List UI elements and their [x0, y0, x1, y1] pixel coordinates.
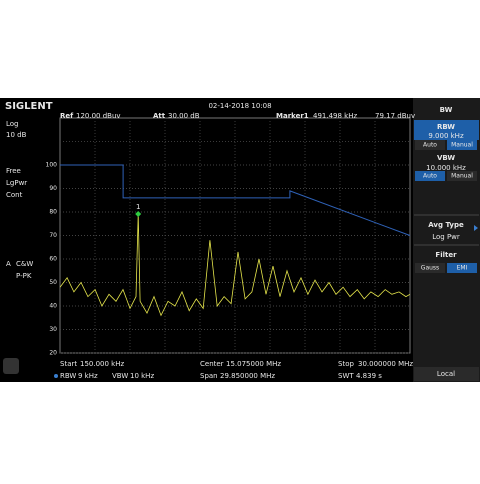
footer-stop-label: Stop — [338, 360, 354, 368]
footer-rbw-value: 9 kHz — [78, 372, 98, 380]
y-tick-label: 40 — [49, 303, 57, 310]
menu-arrow — [474, 225, 478, 231]
vbw-label: VBW — [437, 154, 455, 162]
marker-level: 79.17 dBuv — [375, 112, 415, 120]
footer-stop-value: 30.000000 MHz — [358, 360, 413, 368]
rbw-indicator — [54, 374, 58, 378]
trace — [59, 213, 411, 317]
option-bg[interactable] — [415, 263, 445, 273]
avg-type-label: Avg Type — [428, 221, 464, 229]
filter-label: Filter — [435, 251, 457, 259]
footer-rbw-label: RBW — [60, 372, 76, 380]
footer-vbw-value: 10 kHz — [130, 372, 154, 380]
detector: P-PK — [16, 272, 32, 280]
menu-option: EMI — [457, 265, 468, 272]
y-tick-label: 90 — [49, 185, 57, 192]
rbw-label: RBW — [437, 123, 455, 131]
menu-option: Manual — [451, 142, 473, 149]
menu-option: Auto — [423, 142, 437, 149]
menu-option: Auto — [423, 173, 437, 180]
option-bg[interactable] — [447, 263, 477, 273]
y-tick-label: 70 — [49, 232, 57, 239]
footer-swt-value: 4.839 s — [356, 372, 382, 380]
y-tick-label: 30 — [49, 326, 57, 333]
ref-value: 120.00 dBuv — [76, 112, 121, 120]
menu-option: Gauss — [421, 265, 439, 272]
home-icon[interactable] — [3, 358, 19, 374]
vbw-value: 10.000 kHz — [426, 164, 466, 172]
left-scale: Log — [6, 120, 19, 128]
marker-freq: 491.498 kHz — [313, 112, 357, 120]
option-bg[interactable] — [415, 171, 445, 181]
left-trigger: Free — [6, 167, 21, 175]
att-value: 30.00 dB — [168, 112, 200, 120]
footer-center-label: Center — [200, 360, 224, 368]
att-label: Att — [153, 112, 166, 120]
local-label: Local — [437, 370, 455, 378]
y-tick-label: 20 — [49, 350, 57, 357]
y-tick-label: 80 — [49, 209, 57, 216]
footer-span-label: Span — [200, 372, 218, 380]
avg-type-value: Log Pwr — [432, 233, 460, 241]
marker-point — [135, 210, 142, 217]
rbw-value: 9.000 kHz — [428, 132, 464, 140]
rbw-highlight[interactable] — [414, 120, 479, 140]
option-bg[interactable] — [415, 140, 445, 150]
limit-line — [60, 164, 411, 236]
trace-mode: C&W — [16, 260, 33, 268]
left-div: 10 dB — [6, 131, 27, 139]
marker-label: 1 — [136, 203, 140, 211]
left-sweep: Cont — [6, 191, 23, 199]
footer-swt-label: SWT — [338, 372, 354, 380]
marker-name: Marker1 — [276, 112, 309, 120]
datetime: 02-14-2018 10:08 — [208, 102, 271, 110]
y-tick-label: 100 — [46, 162, 58, 169]
left-detector-mode: LgPwr — [6, 179, 27, 187]
footer-start-value: 150.000 kHz — [80, 360, 124, 368]
option-bg[interactable] — [447, 171, 477, 181]
menu-title: BW — [440, 106, 453, 114]
footer-vbw-label: VBW — [112, 372, 128, 380]
menu-option: Manual — [451, 173, 473, 180]
y-tick-label: 50 — [49, 279, 57, 286]
footer-start-label: Start — [60, 360, 77, 368]
footer-center-value: 15.075000 MHz — [226, 360, 281, 368]
y-tick-label: 60 — [49, 256, 57, 263]
ref-label: Ref — [60, 112, 74, 120]
screen — [0, 98, 480, 382]
local-button[interactable] — [414, 367, 479, 381]
option-bg[interactable] — [447, 140, 477, 150]
brand: SIGLENT — [5, 101, 53, 112]
footer-span-value: 29.850000 MHz — [220, 372, 275, 380]
trace-flag: A — [6, 260, 11, 268]
